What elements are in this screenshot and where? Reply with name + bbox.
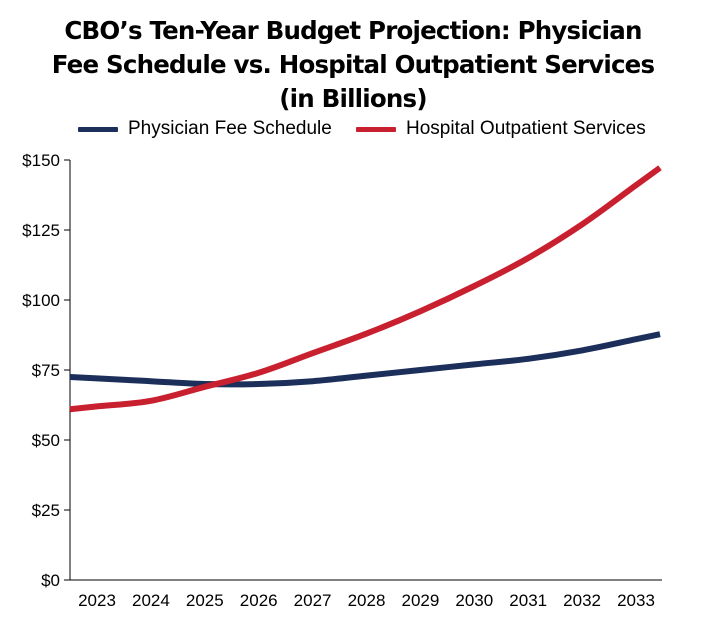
x-tick-label: 2029 (401, 591, 439, 610)
x-tick-label: 2028 (348, 591, 386, 610)
legend-swatch-physician-fee-schedule (78, 126, 118, 132)
legend-label-physician-fee-schedule: Physician Fee Schedule (128, 118, 332, 139)
x-tick-label: 2027 (294, 591, 332, 610)
chart-title: CBO’s Ten-Year Budget Projection: Physic… (0, 14, 706, 116)
legend-label-hospital-outpatient-services: Hospital Outpatient Services (406, 118, 646, 139)
y-tick-label: $150 (22, 151, 60, 170)
series-line-physician-fee-schedule (69, 331, 661, 388)
x-tick-label: 2031 (509, 591, 547, 610)
x-tick-label: 2030 (455, 591, 493, 610)
chart-title-line-3: (in Billions) (279, 84, 427, 113)
x-tick-label: 2033 (617, 591, 655, 610)
x-tick-label: 2026 (240, 591, 278, 610)
y-tick-label: $0 (41, 571, 60, 590)
legend-swatch-hospital-outpatient-services (356, 126, 396, 132)
x-tick-label: 2024 (132, 591, 170, 610)
chart-title-line-2: Fee Schedule vs. Hospital Outpatient Ser… (51, 50, 655, 79)
x-tick-label: 2025 (186, 591, 224, 610)
y-tick-label: $25 (32, 501, 60, 520)
x-tick-label: 2023 (78, 591, 116, 610)
y-tick-label: $100 (22, 291, 60, 310)
legend-item-hospital-outpatient-services: Hospital Outpatient Services (356, 117, 646, 141)
y-tick-label: $125 (22, 221, 60, 240)
x-tick-label: 2032 (563, 591, 601, 610)
y-tick-label: $50 (32, 431, 60, 450)
legend-item-physician-fee-schedule: Physician Fee Schedule (78, 117, 332, 141)
chart-legend: Physician Fee Schedule Hospital Outpatie… (0, 117, 706, 141)
chart-title-line-1: CBO’s Ten-Year Budget Projection: Physic… (64, 16, 642, 45)
y-tick-label: $75 (32, 361, 60, 380)
